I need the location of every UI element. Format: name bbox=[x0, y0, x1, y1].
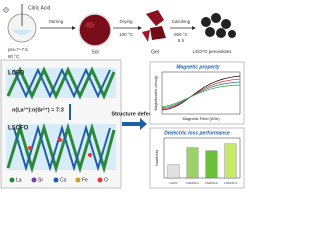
legend-dot bbox=[31, 177, 37, 183]
y-axis-label: Numbers bbox=[154, 150, 159, 166]
atom-legend: La Sr Co Fe O bbox=[9, 177, 108, 183]
dielectric-title: Dielectric loss performance bbox=[164, 130, 230, 136]
sol-dish bbox=[78, 13, 112, 47]
beaker bbox=[3, 4, 37, 43]
bars: LCFO LSCFO-1 LSCFO-2 LSCFO-3 bbox=[167, 143, 237, 185]
sol-glint bbox=[85, 22, 95, 28]
x-tick-label: LCFO bbox=[169, 181, 178, 185]
sol: Sol bbox=[91, 49, 98, 55]
legend-dot bbox=[53, 177, 59, 183]
x-tick-label: LSCFO-2 bbox=[205, 181, 218, 185]
ph: pH=7~7.5 bbox=[8, 47, 28, 52]
legend-dot bbox=[97, 177, 103, 183]
plot-frame bbox=[161, 71, 241, 115]
step: Drying bbox=[119, 19, 133, 24]
legend-label: Fe bbox=[82, 177, 88, 183]
temp: 900 °C bbox=[174, 32, 189, 37]
legend-label: Sr bbox=[38, 177, 43, 183]
bar bbox=[167, 164, 180, 179]
lcfo-label: LCFO bbox=[8, 71, 25, 77]
bar bbox=[224, 143, 237, 179]
arrow-head bbox=[72, 26, 76, 30]
legend-dot bbox=[75, 177, 81, 183]
gel-label: Gel bbox=[151, 49, 159, 55]
reagent: Citric Acid bbox=[28, 5, 50, 11]
crystal-bottom bbox=[6, 122, 116, 174]
ratio: n(La³⁺):n(Sr²⁺) = 7:3 bbox=[12, 106, 64, 113]
powder bbox=[201, 13, 236, 38]
plot-frame bbox=[163, 137, 241, 179]
x-tick-label: LSCFO-1 bbox=[186, 181, 199, 185]
arrow-head bbox=[138, 26, 142, 30]
lscfo-label: LSCFO bbox=[8, 126, 29, 132]
temp: 80 °C bbox=[8, 54, 20, 59]
time: 5 h bbox=[178, 38, 185, 43]
step: Stirring bbox=[49, 19, 64, 24]
big-arrow bbox=[122, 118, 147, 130]
step: Calcining bbox=[172, 19, 191, 24]
temp: 100 °C bbox=[119, 32, 134, 37]
y-axis-label: Magnetization (emu/g) bbox=[154, 76, 158, 111]
gel bbox=[142, 10, 166, 42]
x-tick-label: LSCFO-3 bbox=[224, 181, 237, 185]
graphical-abstract: Citric Acid pH=7~7.5 80 °C Stirring Sol … bbox=[0, 4, 245, 189]
product: LSCFO perovskites bbox=[192, 49, 232, 54]
hysteresis-curves bbox=[161, 75, 241, 111]
legend-label: O bbox=[104, 177, 108, 183]
legend-dot bbox=[9, 177, 15, 183]
arrow-label: Structure defects bbox=[111, 111, 156, 117]
bar bbox=[205, 150, 218, 179]
page: {"synthesis": {"reagent": "Citric Acid",… bbox=[0, 4, 245, 189]
crystal-top bbox=[6, 66, 116, 100]
legend-label: La bbox=[16, 177, 22, 183]
x-axis-label: Magnetic Field (kOe) bbox=[182, 116, 220, 121]
arrow-head bbox=[192, 26, 196, 30]
magnetic-title: Magnetic property bbox=[176, 64, 220, 70]
legend-label: Co bbox=[60, 177, 67, 183]
bar bbox=[186, 147, 199, 179]
